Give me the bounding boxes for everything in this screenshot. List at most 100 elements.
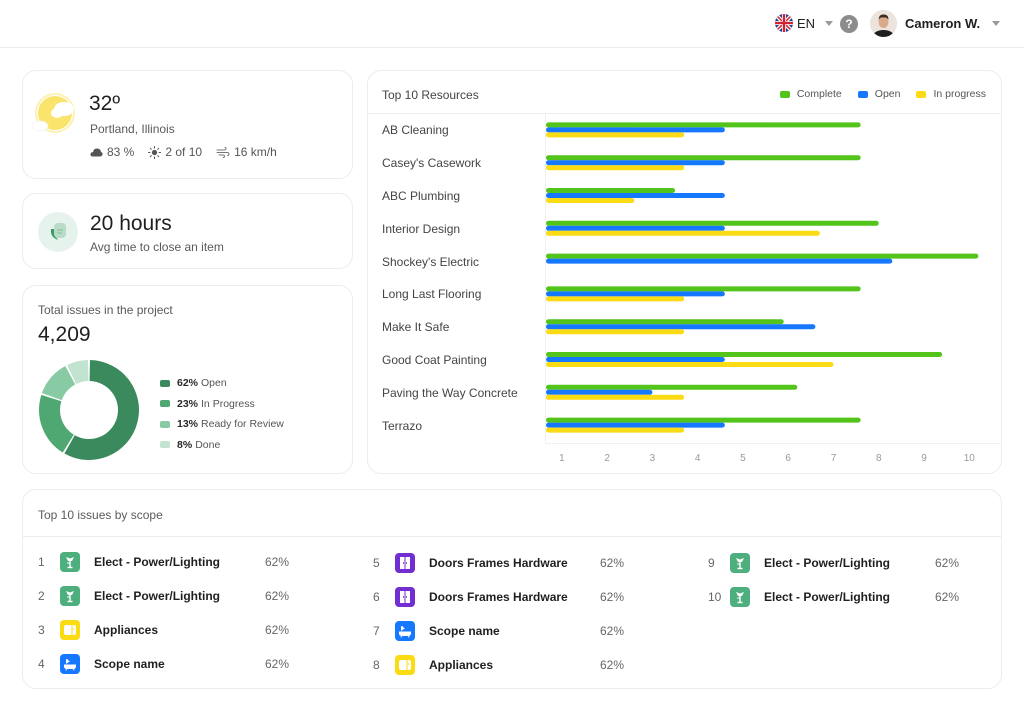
bar-in-progress[interactable] [546,198,635,203]
scope-list-item[interactable]: 9 Elect - Power/Lighting 62% [708,552,959,574]
bar-open[interactable] [546,225,725,231]
donut-slice-ready-for-review[interactable] [41,365,76,401]
bar-complete[interactable] [546,122,861,128]
bar-open[interactable] [546,389,653,395]
legend-label: Open [874,88,901,100]
scope-name: Doors Frames Hardware [429,556,568,570]
legend-swatch [160,379,170,387]
bar-in-progress[interactable] [546,394,685,400]
category-label: Paving the Way Concrete [382,385,518,400]
legend-item-in-progress: 23% In Progress [160,394,284,415]
bar-in-progress[interactable] [546,296,685,302]
scope-percent: 62% [265,589,290,603]
donut-slice-in-progress[interactable] [39,394,74,453]
bar-in-progress[interactable] [546,165,685,171]
rank-number: 7 [373,624,380,638]
scope-list-item[interactable]: 5 Doors Frames Hardware 62% [373,552,624,574]
location: Portland, Illinois [90,122,175,136]
scope-list-item[interactable]: 10 Elect - Power/Lighting 62% [708,586,959,608]
plot-top-border [368,113,1001,114]
rank-number: 6 [373,590,380,604]
bar-complete[interactable] [546,352,943,357]
bar-in-progress[interactable] [546,427,685,433]
donut-slice-open[interactable] [64,360,139,460]
scope-list-item[interactable]: 8 Appliances 62% [373,654,624,676]
lamp-icon [60,586,80,606]
bar-open[interactable] [546,193,725,198]
bathtub-icon [395,621,415,641]
chart-title: Top 10 Resources [382,88,479,102]
legend-item-in-progress[interactable]: In progress [916,88,986,100]
x-tick-label: 9 [921,453,927,464]
legend-item-open[interactable]: Open [857,88,901,100]
legend-percent: 8% [177,438,193,451]
avg-close-label: Avg time to close an item [90,240,224,254]
bar-open[interactable] [546,291,725,297]
bar-complete[interactable] [546,253,979,259]
rank-number: 2 [38,589,45,603]
bar-complete[interactable] [546,155,861,161]
scope-percent: 62% [265,555,290,569]
scope-list-item[interactable]: 3 Appliances 62% [38,619,289,641]
legend-item-ready-for-review: 13% Ready for Review [160,414,284,435]
rank-number: 5 [373,556,380,570]
scope-list-item[interactable]: 7 Scope name 62% [373,620,624,642]
bar-open[interactable] [546,127,725,133]
x-tick-label: 7 [830,453,837,464]
wind-value: 16 km/h [234,145,277,159]
bar-complete[interactable] [546,384,798,390]
timer-icon [38,212,78,252]
scope-list-item[interactable]: 2 Elect - Power/Lighting 62% [38,585,289,607]
weather-card: 32º Portland, Illinois 83 % 2 of 10 16 k… [22,70,353,179]
scope-list-item[interactable]: 1 Elect - Power/Lighting 62% [38,551,289,573]
bar-complete[interactable] [546,417,861,423]
bar-open[interactable] [546,258,893,264]
legend-label: In progress [933,88,986,100]
legend-swatch [160,400,170,408]
wind-stat: 16 km/h [216,145,277,159]
bar-in-progress[interactable] [546,362,834,367]
bar-complete[interactable] [546,220,879,226]
user-name: Cameron W. [905,16,981,31]
bar-open[interactable] [546,422,725,428]
bar-complete[interactable] [546,286,861,292]
scope-name: Elect - Power/Lighting [94,555,221,569]
bar-open[interactable] [546,324,816,330]
bar-in-progress[interactable] [546,230,820,236]
scope-list-item[interactable]: 6 Doors Frames Hardware 62% [373,586,624,608]
scope-percent: 62% [600,624,625,638]
rank-number: 10 [708,590,722,604]
total-issues-card: Total issues in the project 4,209 62% Op… [22,285,353,474]
legend-item-done: 8% Done [160,435,284,456]
bar-open[interactable] [546,160,725,166]
language-selector[interactable]: EN [775,14,834,32]
scope-percent: 62% [935,590,960,604]
help-button[interactable]: ? [840,15,858,33]
plot-x-axis [545,443,1001,444]
legend-swatch [857,90,868,98]
avg-close-value: 20 hours [90,212,172,235]
bar-complete[interactable] [546,319,784,325]
scope-list-item[interactable]: 4 Scope name 62% [38,653,289,675]
scope-percent: 62% [600,590,625,604]
bar-in-progress[interactable] [546,329,685,335]
door-icon [395,553,415,573]
uv-stat: 2 of 10 [148,145,202,159]
scope-name: Elect - Power/Lighting [764,556,891,570]
category-label: Good Coat Painting [382,353,487,367]
bar-complete[interactable] [546,188,676,193]
legend-swatch [916,90,927,98]
rank-number: 4 [38,657,45,671]
legend-swatch [779,90,790,98]
legend-percent: 62% [177,377,199,390]
user-menu[interactable]: Cameron W. [870,10,1001,37]
bar-open[interactable] [546,357,725,362]
issues-donut-chart [39,360,139,460]
avg-close-time-card: 20 hours Avg time to close an item [22,193,353,269]
legend-percent: 23% [177,397,199,410]
scope-name: Doors Frames Hardware [429,590,568,604]
legend-item-complete[interactable]: Complete [779,88,842,100]
bar-in-progress[interactable] [546,132,685,138]
legend-label: Ready for Review [201,418,284,431]
donut-slice-done[interactable] [67,360,89,384]
